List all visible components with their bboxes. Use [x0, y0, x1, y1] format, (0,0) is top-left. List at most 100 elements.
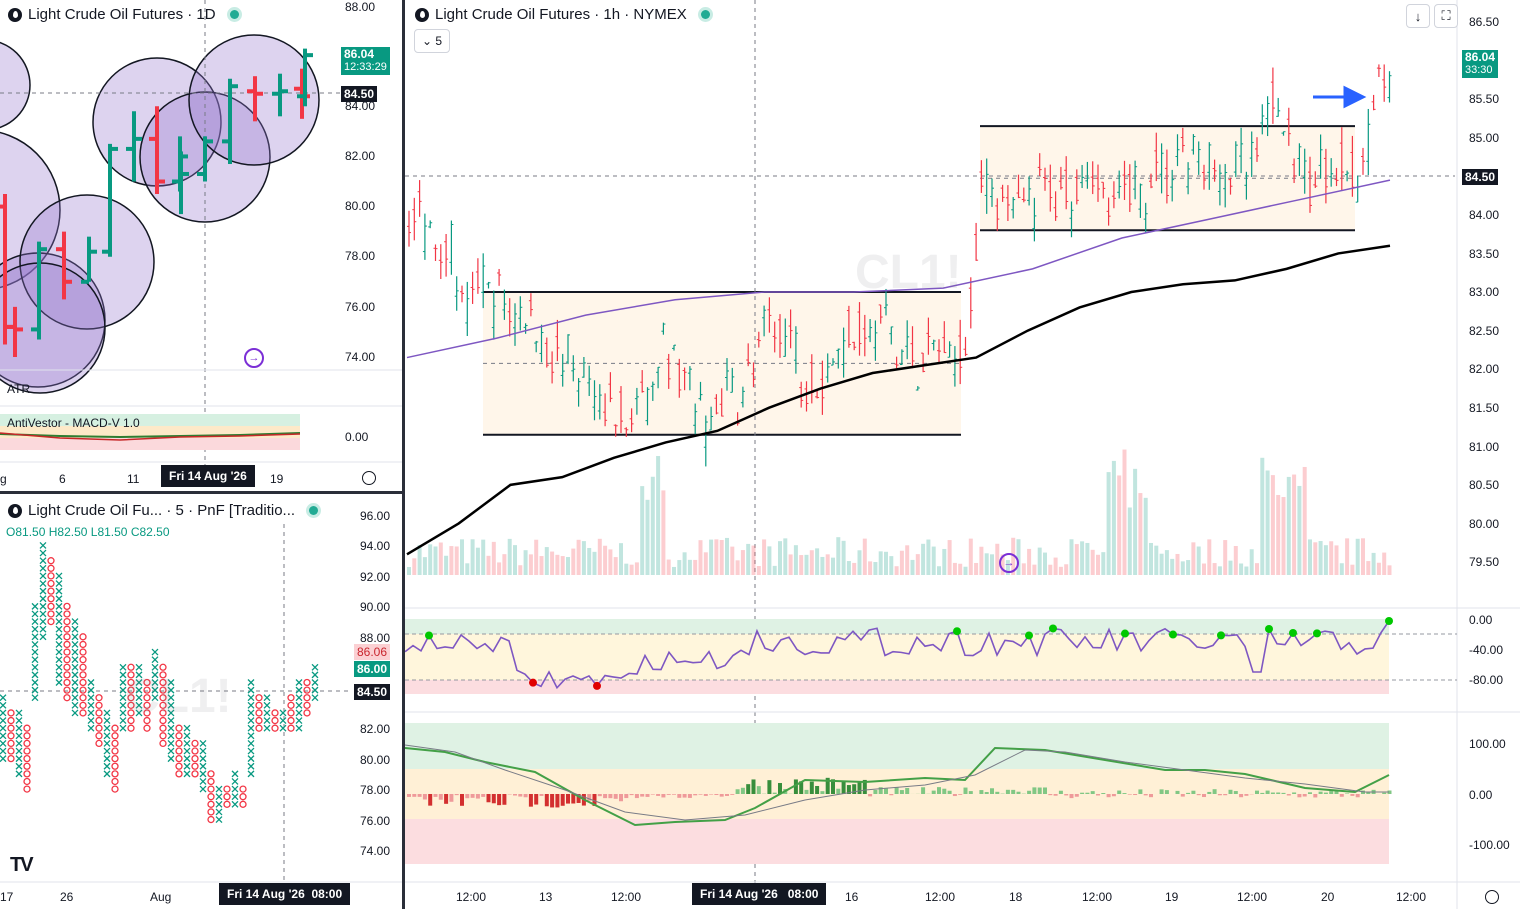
macd-histogram-bar [534, 794, 539, 805]
pnf-green-price-badge: 86.00 [354, 661, 391, 677]
macd-histogram-bar [1117, 790, 1122, 794]
ma-purple-line [406, 179, 1391, 359]
macd-histogram-bar [566, 794, 570, 804]
pnf-x-box [119, 701, 127, 709]
fullscreen-icon: ⛶ [1441, 8, 1451, 23]
jump-to-realtime-icon[interactable]: → [999, 553, 1019, 573]
volume-bar [1101, 552, 1106, 575]
volume-bar [645, 499, 650, 575]
pnf-o-box [271, 709, 279, 717]
hourly-chart-canvas[interactable] [405, 0, 1520, 909]
macd-histogram-bar [645, 794, 650, 797]
daily-chart-pane[interactable]: Light Crude Oil Futures · 1D 88.00 84.00… [0, 0, 402, 491]
pnf-x-box [151, 686, 159, 694]
macd-histogram-bar [1037, 787, 1042, 794]
pnf-x-box [103, 717, 111, 725]
pnf-o-box [175, 724, 183, 732]
volume-bar [539, 556, 544, 575]
macd-histogram-bar [841, 780, 846, 794]
volume-bar [1096, 554, 1100, 575]
pnf-x-box [103, 747, 111, 755]
macd-histogram-bar [1361, 790, 1365, 794]
volume-bar [486, 555, 491, 575]
pnf-x-box [247, 724, 255, 732]
volume-bar [990, 554, 994, 575]
osc-signal-dot-green [953, 627, 961, 636]
macd-histogram-bar [804, 789, 809, 794]
scroll-to-latest-button[interactable]: ↓ [1406, 4, 1430, 28]
indicator-collapse-button[interactable]: ⌄ 5 [414, 29, 450, 53]
pnf-x-box [71, 709, 79, 717]
daily-y-tick: 82.00 [345, 149, 376, 163]
daily-chart-header[interactable]: Light Crude Oil Futures · 1D [8, 6, 239, 23]
volume-bar [1233, 546, 1238, 575]
pnf-x-box [311, 671, 319, 679]
pnf-x-box [279, 709, 287, 717]
atr-indicator-label[interactable]: ATR [7, 382, 31, 396]
pnf-x-box [71, 625, 79, 633]
volume-bar [587, 547, 592, 575]
pnf-y-tick: 92.00 [360, 570, 391, 584]
pane-divider-horizontal[interactable] [0, 491, 402, 494]
macd-signal-line [0, 432, 301, 441]
hourly-chart-pane[interactable]: CL1! Light Crude Oil Futures · 1h · NYME… [405, 0, 1520, 909]
volume-bar [687, 559, 692, 575]
pnf-x-box [39, 618, 47, 626]
hourly-chart-header[interactable]: Light Crude Oil Futures · 1h · NYMEX [415, 6, 710, 23]
pnf-chart-pane[interactable]: CL1! Light Crude Oil Fu... · 5 · PnF [Tr… [0, 494, 402, 909]
macd-histogram-bar [1217, 794, 1222, 796]
daily-y-tick: 88.00 [345, 0, 376, 14]
pnf-o-box [127, 678, 135, 687]
market-status-icon [700, 10, 710, 19]
pnf-o-box [79, 701, 87, 709]
macd-histogram-bar [878, 787, 883, 794]
tradingview-logo-icon[interactable]: TV [10, 854, 34, 876]
pnf-x-box [167, 709, 175, 717]
jump-to-realtime-icon[interactable]: → [244, 348, 264, 368]
pnf-o-box [143, 686, 151, 694]
volume-bar [497, 562, 502, 575]
volume-bar [581, 541, 586, 575]
pnf-x-box [295, 717, 303, 725]
volume-bar [1069, 539, 1074, 575]
hourly-y-tick: 83.00 [1469, 285, 1500, 299]
daily-chart-canvas[interactable] [0, 0, 402, 491]
pnf-o-box [127, 709, 135, 717]
pane-divider-vertical[interactable] [402, 0, 405, 909]
macd-histogram-bar [624, 794, 629, 799]
volume-bar [1212, 563, 1217, 575]
oil-drop-icon [415, 7, 429, 22]
volume-bar [438, 542, 443, 575]
macd-histogram-bar [1286, 794, 1291, 796]
volume-bar [719, 539, 724, 575]
pnf-x-box [103, 770, 111, 778]
volume-bar [714, 539, 719, 575]
macd-zone-red [0, 438, 300, 450]
volume-bar [1133, 468, 1138, 575]
pnf-x-box [31, 625, 39, 633]
daily-y-tick: 74.00 [345, 350, 376, 364]
daily-crosshair-date: Fri 14 Aug '26 [161, 465, 255, 487]
pnf-x-box [71, 701, 79, 709]
pnf-x-box [311, 694, 319, 702]
pnf-o-box [191, 770, 199, 778]
volume-bar [1159, 553, 1164, 575]
pnf-chart-canvas[interactable] [0, 494, 402, 909]
pnf-x-box [39, 595, 47, 603]
pnf-x-box [71, 618, 79, 626]
volume-bar [1239, 563, 1244, 575]
settings-gear-icon[interactable] [362, 471, 376, 485]
macd-indicator-label[interactable]: AntiVestor - MACD-V 1.0 [7, 416, 140, 430]
pnf-x-box [247, 739, 255, 747]
macd-histogram-bar [1058, 790, 1063, 794]
volume-bar [894, 566, 899, 575]
macd-histogram-bar [1313, 794, 1318, 798]
pnf-x-box [0, 701, 7, 709]
settings-gear-icon[interactable] [1485, 890, 1499, 904]
fullscreen-button[interactable]: ⛶ [1434, 4, 1458, 28]
volume-bar [873, 562, 878, 575]
pnf-o-box [79, 671, 87, 679]
pnf-x-box [55, 602, 63, 610]
macd-histogram-bar [597, 794, 602, 797]
pnf-chart-header[interactable]: Light Crude Oil Fu... · 5 · PnF [Traditi… [8, 502, 319, 519]
